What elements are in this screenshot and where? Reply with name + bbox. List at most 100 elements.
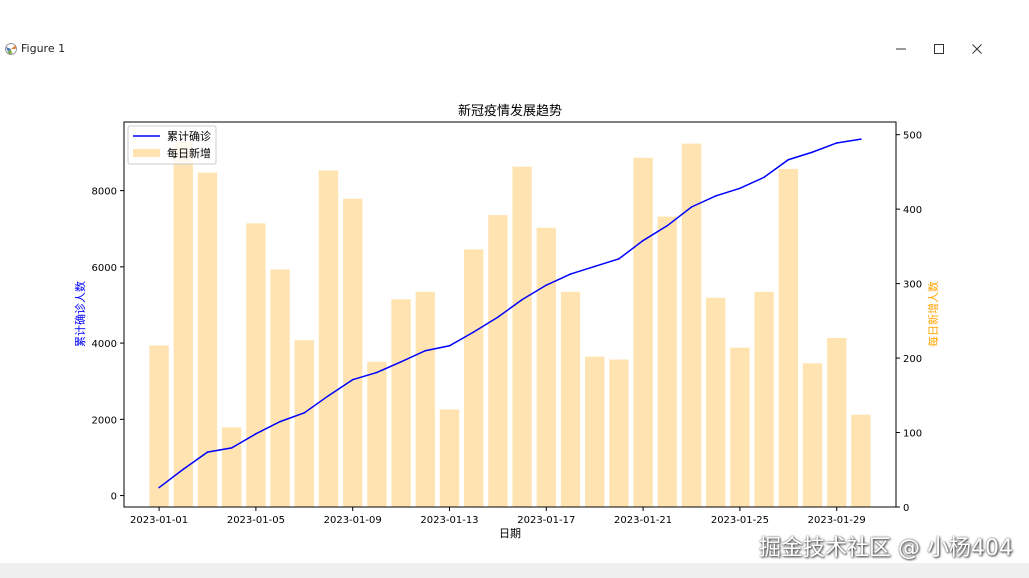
right-tick-label: 200 [903, 354, 922, 365]
line-point-2023-01-20 [618, 258, 620, 260]
legend-bar-swatch [133, 149, 160, 157]
bottom-strip [0, 563, 1029, 578]
bar-2023-01-21 [633, 157, 653, 507]
right-y-ticks: 0 100 200 300 400 500 [896, 131, 922, 514]
bar-2023-01-16 [512, 166, 532, 507]
line-point-2023-01-30 [860, 138, 862, 140]
right-tick-label: 300 [903, 280, 922, 291]
x-tick-label: 2023-01-13 [420, 515, 478, 526]
left-y-ticks: 0 2000 4000 6000 8000 [92, 187, 124, 503]
left-tick-label: 0 [111, 492, 117, 503]
legend: 累计确诊 每日新增 [127, 125, 217, 165]
bar-2023-01-20 [609, 359, 629, 507]
x-tick-label: 2023-01-01 [130, 515, 188, 526]
close-icon [972, 44, 982, 54]
line-point-2023-01-03 [206, 451, 209, 453]
matplotlib-icon [5, 43, 17, 55]
line-point-2023-01-19 [593, 265, 596, 268]
maximize-icon [934, 44, 944, 54]
bar-2023-01-13 [439, 409, 460, 507]
bar-2023-01-14 [464, 249, 484, 507]
bars-layer [149, 142, 871, 508]
bar-2023-01-27 [778, 168, 798, 507]
x-tick-label: 2023-01-25 [711, 515, 769, 526]
bar-2023-01-06 [270, 269, 290, 507]
left-tick-label: 2000 [92, 415, 117, 426]
bar-2023-01-08 [318, 170, 339, 508]
x-axis-label: 日期 [499, 527, 521, 540]
left-tick-label: 8000 [92, 187, 117, 198]
minimize-icon [896, 48, 906, 50]
left-tick-label: 4000 [92, 339, 117, 350]
line-point-2023-01-02 [182, 468, 185, 471]
right-y-axis-label: 每日新增人数 [926, 281, 940, 347]
line-point-2023-01-16 [521, 298, 523, 301]
x-tick-label: 2023-01-21 [614, 515, 672, 526]
bar-2023-01-23 [681, 143, 702, 507]
line-point-2023-01-29 [835, 142, 838, 144]
line-point-2023-01-27 [787, 158, 790, 161]
line-point-2023-01-06 [279, 420, 281, 423]
line-point-2023-01-11 [400, 360, 402, 363]
bar-2023-01-01 [149, 345, 169, 507]
line-point-2023-01-14 [472, 331, 475, 333]
line-point-2023-01-01 [158, 486, 160, 489]
bar-2023-01-03 [197, 172, 218, 507]
legend-label-daily: 每日新增 [167, 146, 211, 160]
line-point-2023-01-25 [739, 187, 741, 190]
right-tick-label: 400 [903, 205, 922, 216]
line-point-2023-01-13 [448, 344, 451, 347]
right-tick-label: 500 [903, 131, 922, 142]
bar-2023-01-12 [415, 291, 435, 507]
x-tick-label: 2023-01-05 [227, 515, 285, 526]
line-point-2023-01-09 [351, 378, 354, 381]
bar-2023-01-04 [222, 427, 242, 507]
line-point-2023-01-24 [714, 195, 717, 197]
axes-frame [123, 121, 897, 508]
line-cumulative [158, 138, 862, 489]
bar-2023-01-29 [827, 337, 847, 507]
window-titlebar: Figure 1 [0, 0, 1029, 98]
line-point-2023-01-28 [811, 151, 814, 153]
bar-2023-01-15 [488, 215, 508, 507]
bar-2023-01-26 [754, 291, 774, 507]
bar-2023-01-30 [851, 414, 871, 507]
right-tick-label: 100 [903, 429, 922, 440]
chart: 0 2000 4000 6000 8000 0 100 200 300 400 500 2023-… [73, 103, 940, 540]
line-point-2023-01-26 [763, 176, 765, 179]
line-point-2023-01-12 [424, 349, 427, 352]
legend-label-cumulative: 累计确诊 [167, 129, 211, 143]
bar-2023-01-22 [657, 216, 677, 507]
right-tick-label: 0 [903, 503, 909, 514]
line-point-2023-01-07 [303, 412, 306, 414]
figure-canvas: 0 2000 4000 6000 8000 0 100 200 300 400 500 2023-… [0, 98, 1029, 563]
line-point-2023-01-08 [327, 394, 330, 397]
x-ticks: 2023-01-01 2023-01-05 2023-01-09 2023-01-13… [130, 507, 866, 526]
chart-title: 新冠疫情发展趋势 [458, 103, 562, 119]
window-title: Figure 1 [21, 42, 66, 55]
x-tick-label: 2023-01-09 [324, 515, 382, 526]
bar-2023-01-02 [173, 142, 193, 507]
left-tick-label: 6000 [92, 263, 117, 274]
watermark: 掘金技术社区 @ 小杨404 [759, 536, 1013, 561]
bar-2023-01-19 [585, 356, 605, 507]
bar-2023-01-09 [343, 198, 363, 507]
line-point-2023-01-18 [569, 273, 572, 275]
line-point-2023-01-15 [497, 316, 499, 318]
bar-2023-01-07 [294, 340, 314, 507]
x-tick-label: 2023-01-17 [517, 515, 575, 526]
bar-2023-01-05 [246, 223, 266, 507]
maximize-button[interactable] [921, 36, 957, 62]
bar-2023-01-28 [802, 363, 823, 507]
line-point-2023-01-21 [642, 239, 644, 242]
close-button[interactable] [959, 36, 995, 62]
minimize-button[interactable] [883, 36, 919, 62]
left-y-axis-label: 累计确诊人数 [73, 281, 87, 347]
line-point-2023-01-23 [690, 206, 693, 208]
line-point-2023-01-04 [230, 447, 233, 449]
line-point-2023-01-10 [376, 371, 378, 374]
x-tick-label: 2023-01-29 [808, 515, 866, 526]
line-point-2023-01-05 [255, 433, 257, 435]
bar-2023-01-11 [391, 299, 411, 507]
bar-2023-01-17 [536, 227, 556, 507]
